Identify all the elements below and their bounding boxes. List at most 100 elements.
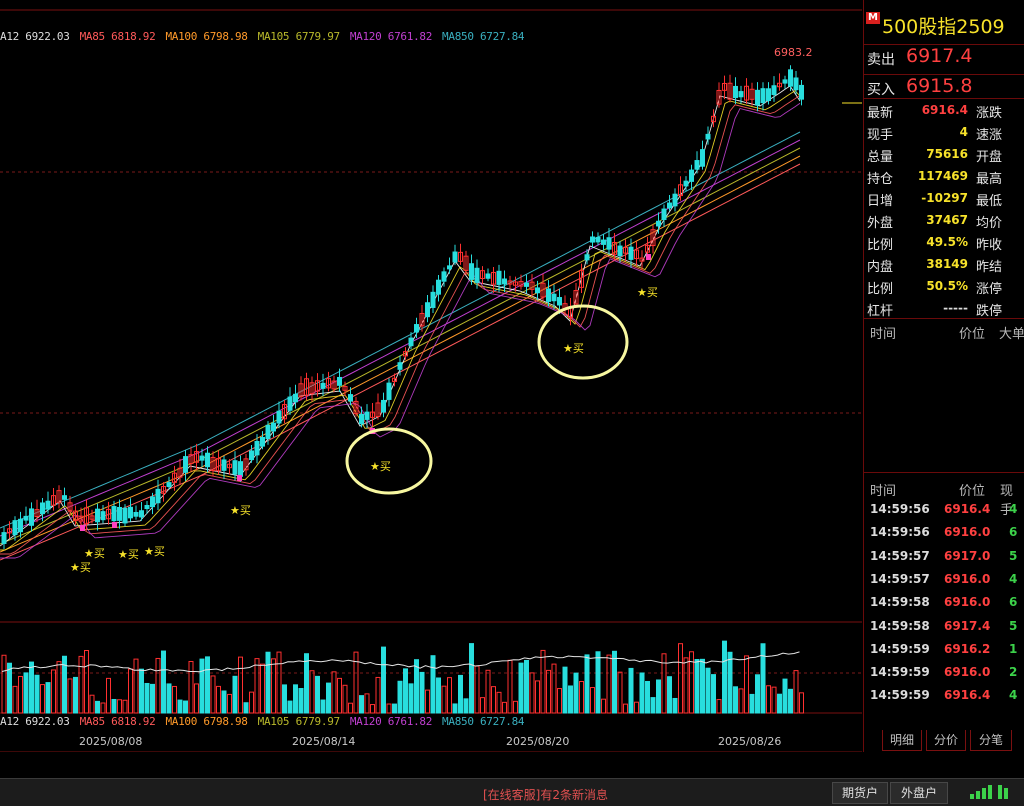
candle-body: [612, 241, 617, 255]
candle-body: [733, 85, 738, 99]
trade-qty: 5: [1009, 618, 1018, 633]
col-header-time: 时间: [870, 327, 897, 342]
candle-body: [67, 502, 73, 511]
candle-body: [238, 461, 243, 477]
candle-body: [188, 454, 194, 465]
candle-body: [392, 377, 397, 382]
candle-body: [617, 245, 623, 257]
volume-bar: [634, 701, 639, 714]
volume-bar: [78, 655, 84, 714]
volume-bar: [23, 672, 29, 714]
kline-chart[interactable]: A12 6922.03 MA85 6818.92 MA100 6798.98 MA10…: [0, 0, 862, 752]
volume-bar: [117, 699, 122, 714]
candle-body: [359, 413, 364, 425]
tab-detail[interactable]: 明细: [882, 730, 922, 751]
market-badge: M: [866, 12, 880, 24]
stat-label: 昨收: [976, 238, 1003, 253]
candle-body: [210, 456, 216, 472]
candle-body: [463, 255, 469, 271]
buy-price[interactable]: 6915.8: [906, 75, 973, 97]
trade-row: 14:59:56 6916.4 4: [864, 499, 1024, 521]
candle-body: [700, 149, 705, 167]
tab-tick[interactable]: 分笔: [970, 730, 1012, 751]
candle-body: [40, 502, 45, 515]
candle-body: [722, 82, 727, 91]
volume-bar: [436, 677, 441, 714]
volume-bar: [7, 662, 12, 714]
volume-bar: [452, 703, 458, 714]
volume-bar: [782, 678, 788, 714]
volume-bar: [122, 699, 128, 714]
kline-svg[interactable]: [0, 0, 862, 752]
volume-bar: [694, 659, 700, 714]
volume-bar: [793, 670, 799, 714]
foreign-account-button[interactable]: 外盘户: [890, 782, 948, 804]
stat-value: 37467: [926, 213, 968, 227]
signal-strength-icon: [970, 785, 1008, 799]
customer-service-message[interactable]: [在线客服]有2条新消息: [483, 788, 608, 802]
candle-body: [150, 496, 155, 508]
volume-bar: [480, 697, 485, 714]
volume-bar: [111, 698, 117, 714]
volume-bar: [716, 699, 722, 714]
volume-bar: [584, 654, 590, 714]
tab-price-distribution[interactable]: 分价: [926, 730, 966, 751]
high-price-label: 6983.2: [774, 46, 813, 59]
volume-bar: [298, 688, 304, 714]
candle-body: [161, 486, 166, 494]
trade-time: 14:59:59: [870, 665, 930, 680]
volume-bar: [722, 640, 727, 714]
volume-bar: [34, 674, 40, 714]
candle-body: [62, 495, 67, 500]
candle-body: [491, 271, 496, 285]
volume-bar: [529, 672, 535, 714]
stat-label: 比例: [867, 282, 894, 297]
candle-body: [7, 528, 12, 534]
trade-qty: 2: [1009, 665, 1018, 680]
futures-account-button[interactable]: 期货户: [832, 782, 888, 804]
candle-body: [95, 508, 100, 523]
volume-bar: [45, 682, 51, 714]
candle-body: [579, 269, 584, 288]
col-header-price: 价位: [959, 484, 986, 499]
stat-label: 总量: [867, 150, 894, 165]
sell-price[interactable]: 6917.4: [906, 45, 973, 67]
col-header-size: 大单: [999, 327, 1024, 342]
candle-body: [386, 382, 392, 400]
stat-label: 比例: [867, 238, 894, 253]
volume-bar: [95, 700, 100, 714]
stat-row: 外盘 37467 均价: [864, 210, 1024, 232]
volume-bar: [496, 691, 502, 714]
volume-bar: [293, 684, 298, 714]
volume-bar: [353, 651, 359, 714]
volume-bar: [205, 656, 210, 714]
volume-bar: [29, 661, 34, 714]
annotation-circle: [345, 427, 433, 495]
candle-body: [590, 236, 595, 243]
volume-bar: [100, 702, 106, 714]
volume-bar: [348, 702, 353, 714]
candle-body: [23, 515, 29, 521]
ma-legend-item: MA105 6779.97: [257, 30, 341, 43]
volume-bar: [265, 651, 271, 714]
candle-body: [227, 463, 232, 469]
volume-bar: [128, 668, 133, 714]
stat-value: 50.5%: [926, 279, 968, 293]
trade-row: 14:59:58 6917.4 5: [864, 616, 1024, 638]
volume-bar: [232, 675, 238, 714]
candle-body: [287, 396, 293, 411]
volume-bar: [254, 658, 260, 714]
candle-body: [243, 458, 249, 471]
candle-body: [584, 254, 590, 261]
contract-name[interactable]: 500股指2509: [882, 16, 1005, 38]
trade-qty: 4: [1009, 502, 1018, 516]
volume-bar: [271, 658, 276, 714]
volume-bar: [51, 669, 56, 714]
volume-bar: [287, 700, 293, 714]
trade-time: 14:59:57: [870, 548, 930, 563]
candle-body: [727, 82, 733, 100]
candle-body: [529, 281, 535, 290]
volume-bar: [183, 700, 188, 714]
volume-bar: [601, 698, 606, 714]
candle-body: [84, 507, 89, 525]
